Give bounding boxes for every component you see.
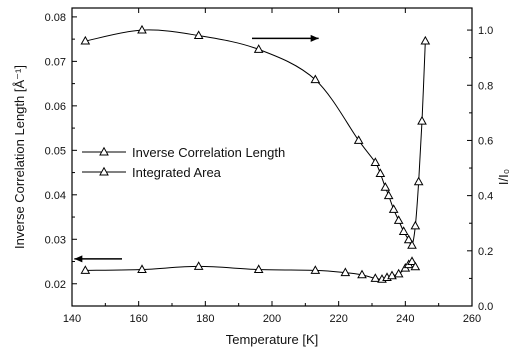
data-point [393, 215, 404, 224]
data-point [388, 204, 399, 213]
y-tick-label: 0.04 [45, 190, 66, 202]
y2-tick-label: 0.2 [478, 246, 493, 258]
y2-tick-label: 0.4 [478, 191, 493, 203]
data-point [370, 273, 381, 282]
y-tick-label: 0.02 [45, 279, 66, 291]
y-tick-label: 0.07 [45, 56, 66, 68]
data-point [417, 115, 427, 125]
x-tick-label: 160 [129, 313, 147, 325]
data-point [137, 264, 147, 273]
data-point [380, 182, 391, 191]
data-point [80, 265, 91, 274]
y2-tick-label: 1.0 [478, 25, 493, 37]
data-point [410, 261, 421, 271]
right-axis-arrow [252, 34, 319, 42]
data-point [340, 267, 351, 277]
y2-tick-label: 0.0 [478, 301, 493, 313]
y-tick-label: 0.08 [45, 12, 66, 24]
data-point [403, 234, 414, 244]
x-tick-label: 260 [463, 313, 481, 325]
data-point [410, 220, 421, 230]
data-point [193, 30, 204, 40]
x-axis-title: Temperature [K] [226, 332, 319, 347]
data-point [413, 176, 424, 186]
data-point [420, 35, 431, 45]
data-point [407, 256, 417, 265]
x-tick-label: 220 [329, 313, 347, 325]
legend-label: Inverse Correlation Length [132, 145, 285, 160]
data-point [370, 157, 381, 166]
legend: Inverse Correlation Length Integrated Are… [82, 145, 285, 180]
data-point [407, 240, 417, 249]
x-tick-label: 240 [396, 313, 414, 325]
x-tick-label: 140 [63, 313, 81, 325]
y2-tick-label: 0.8 [478, 80, 493, 92]
legend-marker [99, 166, 109, 176]
tick-labels: 140 160 180 200 220 240 260 0.02 0.03 0.04 0.05 0.0… [45, 12, 494, 325]
direction-arrows [74, 34, 319, 263]
legend-marker [99, 146, 109, 156]
data-point [387, 270, 397, 280]
x-tick-label: 200 [263, 313, 281, 325]
data-point [137, 24, 147, 34]
data-point [253, 44, 264, 53]
y-axis-title: Inverse Correlation Length [Å⁻¹] [12, 65, 27, 249]
data-point [375, 168, 386, 177]
data-point [310, 265, 321, 274]
data-point [398, 226, 409, 235]
data-point [353, 135, 364, 144]
y2-tick-label: 0.6 [478, 135, 493, 147]
x-tick-label: 180 [196, 313, 214, 325]
y-tick-label: 0.06 [45, 101, 66, 113]
left-axis-arrow [74, 255, 122, 263]
y2-axis-title: I/I₀ [496, 169, 511, 185]
ticks [71, 8, 473, 307]
legend-label: Integrated Area [132, 165, 222, 180]
series-points [80, 24, 431, 283]
data-point [253, 264, 264, 273]
data-point [383, 190, 394, 200]
data-point [193, 261, 204, 270]
y-tick-label: 0.03 [45, 234, 66, 246]
series-line-1 [85, 29, 426, 247]
data-point [357, 269, 367, 279]
y-tick-label: 0.05 [45, 145, 66, 157]
data-point [80, 35, 91, 45]
data-point [310, 74, 321, 84]
data-point [393, 268, 404, 278]
